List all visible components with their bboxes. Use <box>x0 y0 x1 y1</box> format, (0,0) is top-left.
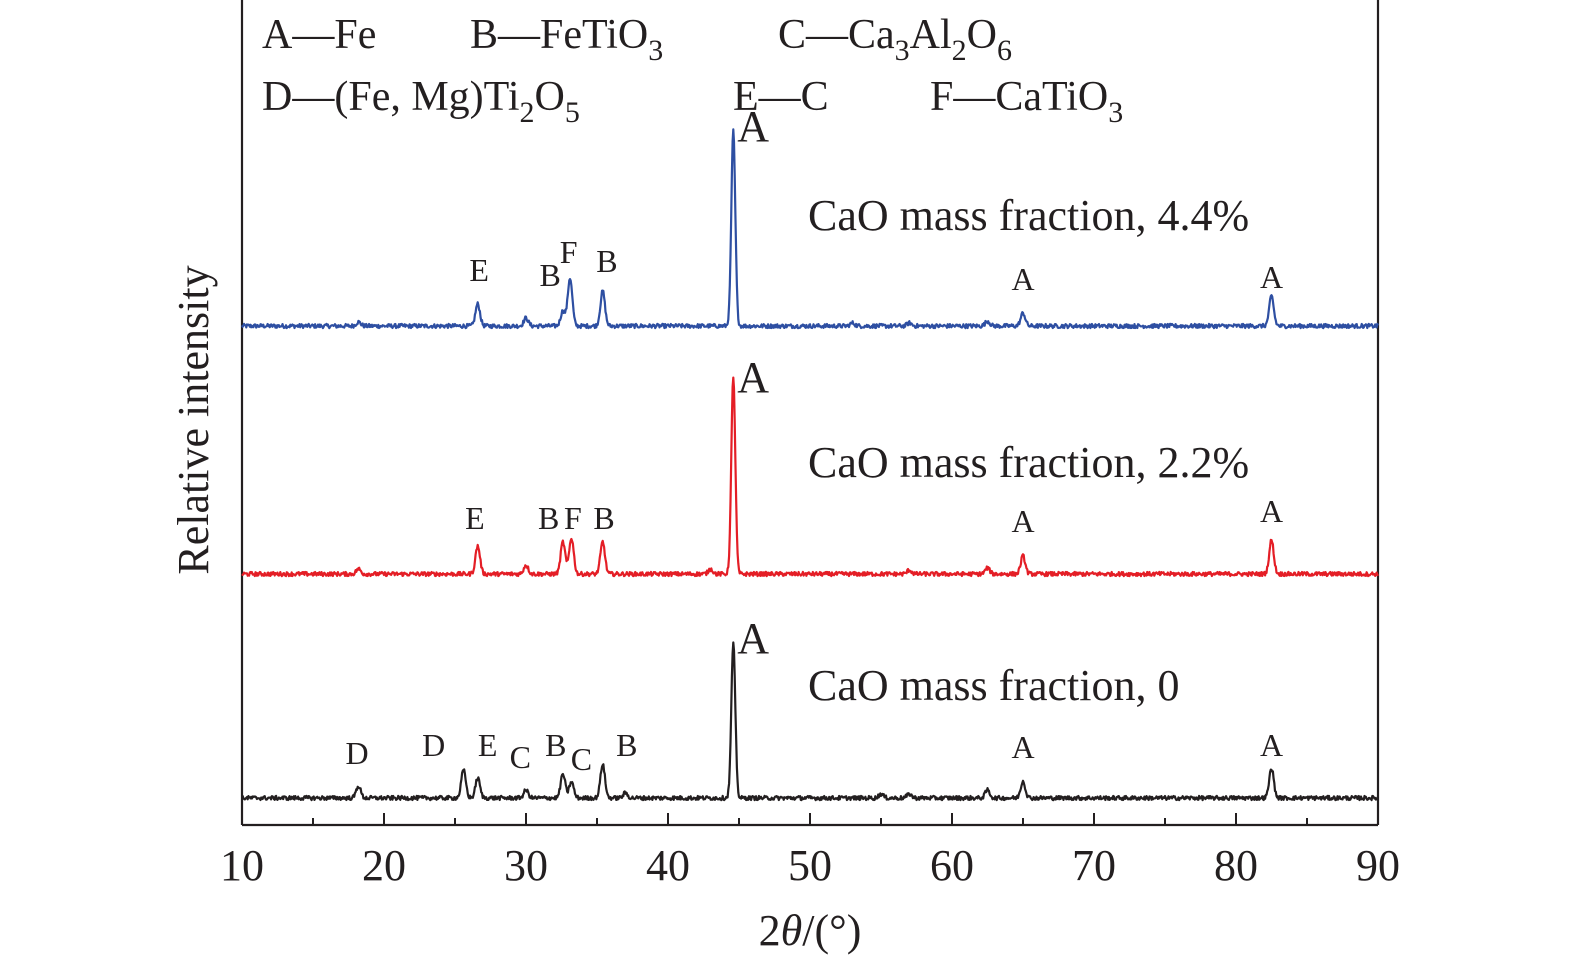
sample-labels: CaO mass fraction, 4.4% CaO mass fraction… <box>808 191 1249 710</box>
legend-item-e: E—C <box>733 74 829 120</box>
peak-label: B <box>596 243 617 279</box>
legend-item-f: F—CaTiO3 <box>930 74 1123 129</box>
legend-formula-part: Fe <box>334 12 376 58</box>
peak-label: F <box>560 234 578 270</box>
peak-label: D <box>345 735 368 771</box>
x-tick-label: 90 <box>1356 841 1400 890</box>
peak-label: A <box>1011 729 1034 765</box>
x-ticks: 10 20 30 40 50 60 70 80 90 <box>220 813 1400 890</box>
legend-key: A— <box>262 12 335 58</box>
x-tick-label: 40 <box>646 841 690 890</box>
peak-label: B <box>545 727 566 763</box>
peak-label: D <box>422 727 445 763</box>
legend-formula-part: 3 <box>648 34 663 67</box>
trace-series-0 <box>241 128 1380 330</box>
x-axis-label-unit: /(°) <box>802 906 861 955</box>
legend-key: B— <box>470 12 541 58</box>
legend-formula-part: 5 <box>565 96 580 129</box>
peak-label: A <box>737 614 769 663</box>
peak-label: B <box>539 257 560 293</box>
series-label: CaO mass fraction, 4.4% <box>808 191 1249 240</box>
legend-item-d: D—(Fe, Mg)Ti2O5 <box>262 74 580 129</box>
legend-formula-part: (Fe, Mg)Ti <box>334 74 519 120</box>
legend-formula-part: 3 <box>895 34 910 67</box>
legend-key: F— <box>930 74 996 120</box>
legend-formula-part: O <box>535 74 565 120</box>
legend-formula-part: 6 <box>997 34 1012 67</box>
y-axis-label: Relative intensity <box>169 265 218 574</box>
x-axis-label: 2θ/(°) <box>759 906 862 955</box>
peak-label: F <box>564 500 582 536</box>
peak-label: A <box>1260 259 1283 295</box>
legend-formula-part: C <box>801 74 829 120</box>
legend-formula-part: CaTiO <box>995 74 1108 120</box>
x-axis-label-prefix: 2 <box>759 906 781 955</box>
peak-label: A <box>1011 261 1034 297</box>
x-tick-label: 80 <box>1214 841 1258 890</box>
legend-key: D— <box>262 74 335 120</box>
peak-label: B <box>538 500 559 536</box>
legend-key: C— <box>778 12 849 58</box>
trace-series-2 <box>241 641 1379 802</box>
peak-label: E <box>478 727 498 763</box>
legend-item-c: C—Ca3Al2O6 <box>778 12 1012 67</box>
legend-formula-part: O <box>967 12 997 58</box>
legend-formula-part: 2 <box>520 96 535 129</box>
peak-label: A <box>1260 727 1283 763</box>
legend-formula-part: 2 <box>952 34 967 67</box>
x-tick-label: 20 <box>362 841 406 890</box>
x-tick-label: 10 <box>220 841 264 890</box>
traces <box>241 128 1380 802</box>
x-tick-label: 50 <box>788 841 832 890</box>
peak-label: B <box>593 500 614 536</box>
peak-label: C <box>571 741 592 777</box>
peak-label: B <box>616 727 637 763</box>
legend-item-b: B—FeTiO3 <box>470 12 663 67</box>
x-tick-label: 30 <box>504 841 548 890</box>
peak-labels: E BF BAA AE B F BAA AD D E C B C BAA A <box>345 102 1283 777</box>
legend-key: E— <box>733 74 802 120</box>
peak-label: A <box>737 353 769 402</box>
trace-series-1 <box>241 376 1379 578</box>
peak-label: E <box>465 500 485 536</box>
series-label: CaO mass fraction, 2.2% <box>808 438 1249 487</box>
peak-label: A <box>737 102 769 151</box>
legend-formula-part: 3 <box>1108 96 1123 129</box>
peak-label: C <box>510 739 531 775</box>
x-tick-label: 60 <box>930 841 974 890</box>
x-tick-label: 70 <box>1072 841 1116 890</box>
x-axis-label-theta: θ <box>781 906 803 955</box>
legend-item-a: A—Fe <box>262 12 376 58</box>
peak-label: A <box>1260 493 1283 529</box>
peak-label: E <box>469 252 489 288</box>
legend-formula-part: Al <box>910 12 952 58</box>
peak-label: A <box>1011 503 1034 539</box>
series-label: CaO mass fraction, 0 <box>808 661 1179 710</box>
legend-formula-part: FeTiO <box>540 12 648 58</box>
legend-formula-part: Ca <box>848 12 895 58</box>
